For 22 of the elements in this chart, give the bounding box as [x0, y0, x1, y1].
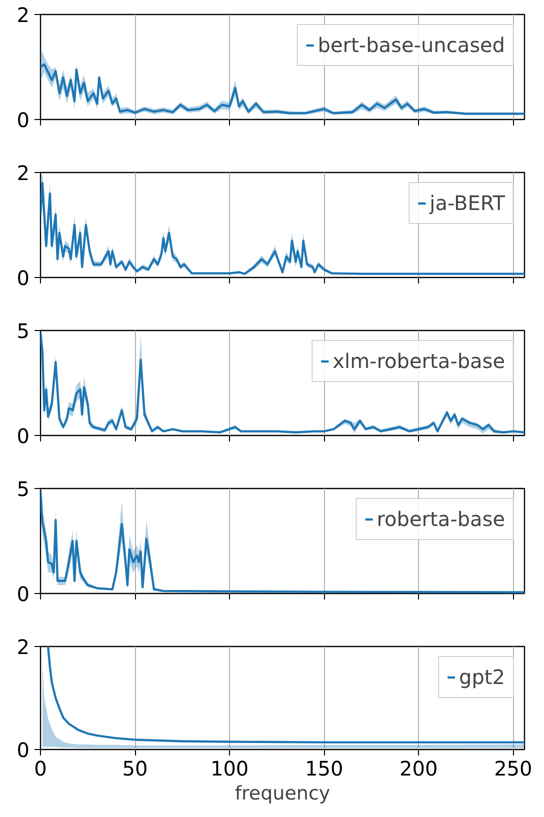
legend-label: roberta-base: [376, 507, 505, 531]
x-tick-label: 100: [210, 756, 249, 780]
y-tick-label: 0: [16, 738, 30, 762]
x-tick-label: 150: [305, 756, 344, 780]
legend-label: bert-base-uncased: [318, 33, 505, 57]
y-tick-label: 0: [16, 424, 30, 448]
y-tick-label: 0: [16, 266, 30, 290]
y-tick-label: 2: [16, 161, 30, 185]
y-tick-label: 5: [16, 477, 30, 501]
legend-label: ja-BERT: [430, 191, 505, 215]
x-tick-label: 0: [34, 756, 47, 780]
x-tick-label: 200: [400, 756, 438, 780]
x-axis-title: frequency: [234, 782, 330, 804]
x-tick-label: 250: [494, 756, 532, 780]
y-tick-label: 0: [16, 108, 30, 132]
y-tick-label: 5: [16, 319, 30, 343]
y-tick-label: 2: [16, 3, 30, 27]
y-tick-label: 2: [16, 635, 30, 659]
x-tick-label: 50: [122, 756, 148, 780]
y-tick-label: 0: [16, 582, 30, 606]
legend-label: xlm-roberta-base: [332, 349, 505, 373]
legend-label: gpt2: [459, 665, 505, 689]
